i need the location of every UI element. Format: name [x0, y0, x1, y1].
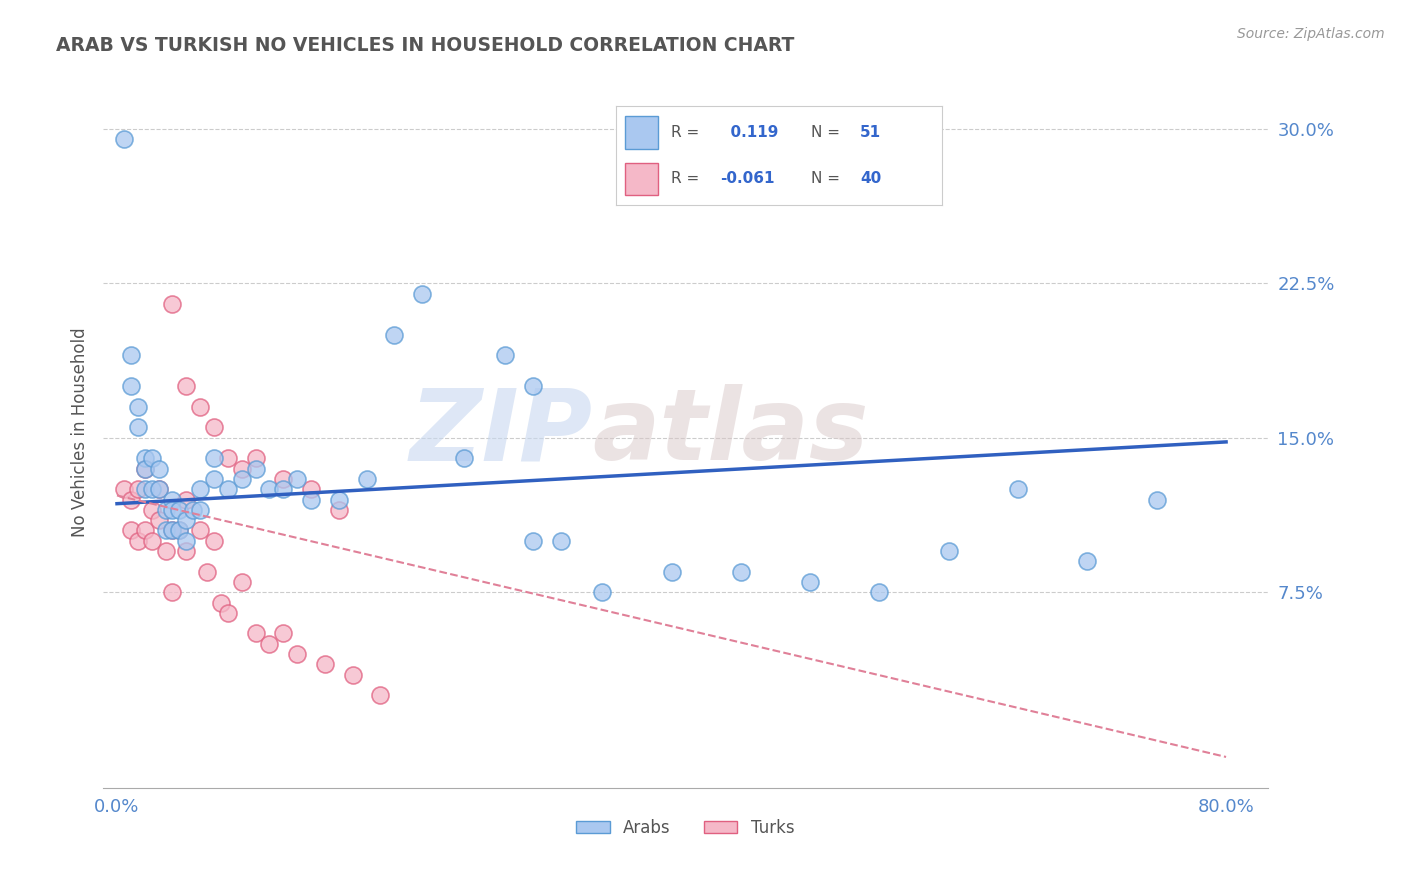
Point [245, 626, 267, 640]
Point [169, 503, 191, 517]
Point [730, 565, 752, 579]
Point [162, 503, 184, 517]
Point [176, 492, 198, 507]
Point [314, 657, 336, 672]
Point [148, 513, 170, 527]
Point [285, 472, 308, 486]
Point [141, 503, 163, 517]
Point [120, 524, 142, 538]
Point [370, 688, 392, 702]
Point [195, 565, 218, 579]
Point [176, 544, 198, 558]
Point [202, 472, 225, 486]
Point [273, 483, 295, 497]
Point [299, 492, 322, 507]
Text: ZIP: ZIP [409, 384, 592, 481]
Point [134, 524, 156, 538]
Point [522, 379, 544, 393]
Point [245, 451, 267, 466]
Point [231, 472, 253, 486]
Point [148, 483, 170, 497]
Point [127, 533, 149, 548]
Point [188, 524, 211, 538]
Point [1076, 554, 1098, 568]
Point [1007, 483, 1029, 497]
Y-axis label: No Vehicles in Household: No Vehicles in Household [72, 328, 89, 538]
Point [799, 574, 821, 589]
Point [181, 503, 204, 517]
Point [141, 533, 163, 548]
Point [259, 483, 281, 497]
Text: Source: ZipAtlas.com: Source: ZipAtlas.com [1237, 27, 1385, 41]
Point [661, 565, 683, 579]
Legend: Arabs, Turks: Arabs, Turks [569, 812, 801, 844]
Point [155, 524, 177, 538]
Point [285, 647, 308, 661]
Point [494, 348, 516, 362]
Point [188, 483, 211, 497]
Point [176, 513, 198, 527]
Point [120, 348, 142, 362]
Point [550, 533, 572, 548]
Point [273, 626, 295, 640]
Point [127, 400, 149, 414]
Point [328, 503, 350, 517]
Point [120, 379, 142, 393]
Point [134, 483, 156, 497]
Point [342, 667, 364, 681]
Point [188, 400, 211, 414]
Point [522, 533, 544, 548]
Point [112, 483, 135, 497]
Point [273, 472, 295, 486]
Point [134, 451, 156, 466]
Point [869, 585, 891, 599]
Point [148, 461, 170, 475]
Text: atlas: atlas [592, 384, 869, 481]
Point [209, 595, 232, 609]
Point [169, 524, 191, 538]
Point [231, 574, 253, 589]
Point [382, 327, 405, 342]
Point [217, 483, 239, 497]
Point [155, 503, 177, 517]
Point [169, 524, 191, 538]
Point [120, 492, 142, 507]
Point [155, 544, 177, 558]
Point [202, 451, 225, 466]
Point [217, 451, 239, 466]
Point [188, 503, 211, 517]
Point [141, 483, 163, 497]
Point [141, 451, 163, 466]
Point [176, 533, 198, 548]
Point [162, 524, 184, 538]
Point [162, 492, 184, 507]
Point [202, 533, 225, 548]
Point [162, 297, 184, 311]
Point [231, 461, 253, 475]
Point [356, 472, 378, 486]
Point [162, 524, 184, 538]
Point [127, 483, 149, 497]
Point [259, 637, 281, 651]
Point [245, 461, 267, 475]
Point [938, 544, 960, 558]
Point [217, 606, 239, 620]
Point [162, 585, 184, 599]
Point [328, 492, 350, 507]
Point [1146, 492, 1168, 507]
Point [453, 451, 475, 466]
Point [112, 132, 135, 146]
Point [134, 461, 156, 475]
Text: ARAB VS TURKISH NO VEHICLES IN HOUSEHOLD CORRELATION CHART: ARAB VS TURKISH NO VEHICLES IN HOUSEHOLD… [56, 36, 794, 54]
Point [411, 286, 433, 301]
Point [176, 379, 198, 393]
Point [134, 461, 156, 475]
Point [591, 585, 613, 599]
Point [127, 420, 149, 434]
Point [148, 483, 170, 497]
Point [299, 483, 322, 497]
Point [202, 420, 225, 434]
